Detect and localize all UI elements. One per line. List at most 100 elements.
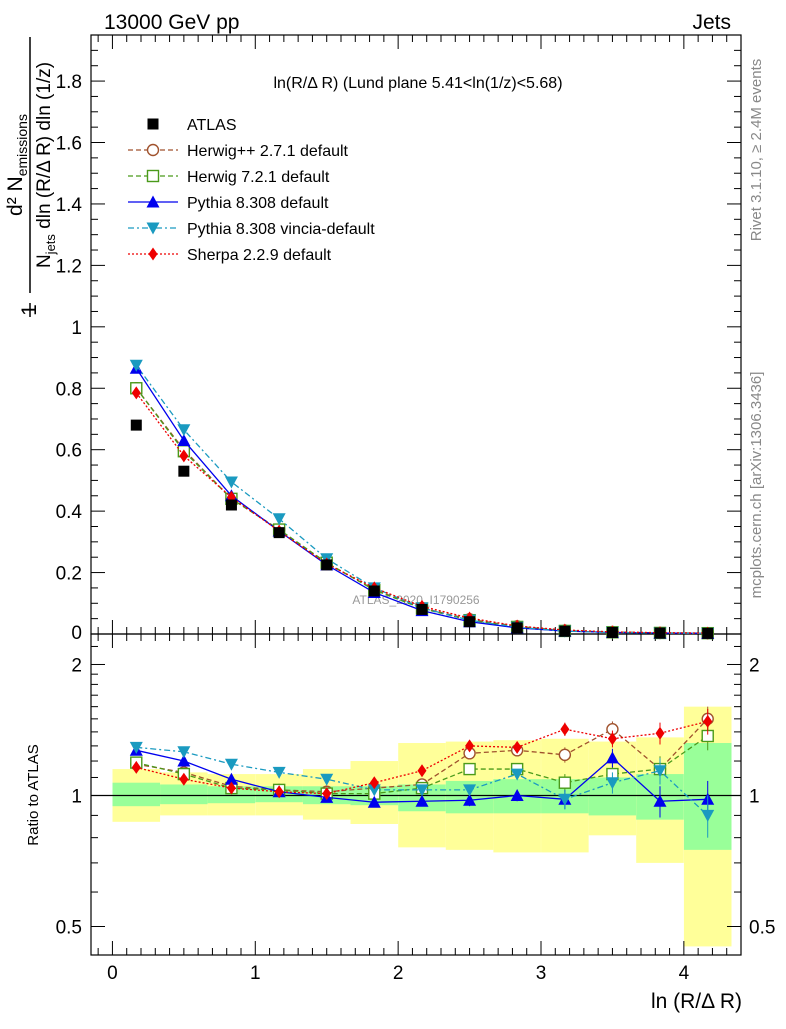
series-main-point bbox=[177, 433, 191, 446]
series-ratio-point bbox=[131, 760, 141, 774]
series-ratio-point bbox=[703, 714, 713, 728]
legend-label: Pythia 8.308 vincia-default bbox=[187, 221, 375, 238]
series-main-point bbox=[179, 449, 189, 463]
series-ratio-point bbox=[510, 788, 524, 801]
series-ratio-point bbox=[465, 739, 475, 753]
legend-marker bbox=[146, 195, 160, 208]
series-ratio-point bbox=[415, 794, 429, 807]
rivet-label: Rivet 3.1.10, ≥ 2.4M events bbox=[748, 59, 765, 242]
atlas-data-point bbox=[130, 419, 142, 431]
series-ratio-point bbox=[655, 726, 665, 740]
channel-label: Jets bbox=[692, 11, 731, 34]
atlas-data-point bbox=[321, 559, 333, 571]
legend-entry: Pythia 8.308 vincia-default bbox=[128, 221, 375, 238]
series-ratio-point bbox=[322, 787, 332, 801]
series-0 bbox=[130, 382, 714, 798]
x-tick-label: 4 bbox=[679, 963, 690, 984]
series-ratio-point bbox=[415, 784, 429, 797]
x-tick-label: 1 bbox=[250, 963, 261, 984]
series-ratio-point bbox=[367, 784, 381, 797]
series-atlas bbox=[130, 419, 714, 639]
series-ratio-point bbox=[558, 776, 572, 789]
atlas-data-point bbox=[606, 626, 618, 638]
main-y-tick-label-zero: 0 bbox=[71, 623, 82, 644]
legend-marker bbox=[148, 247, 158, 261]
x-tick-label: 0 bbox=[107, 963, 118, 984]
ratio-y-axis-label: Ratio to ATLAS bbox=[25, 744, 42, 845]
legend-label: Sherpa 2.2.9 default bbox=[187, 247, 332, 264]
series-ratio-point bbox=[369, 776, 379, 790]
ratio-y-tick-label: 0.5 bbox=[56, 917, 82, 938]
legend-label: Pythia 8.308 default bbox=[187, 195, 329, 212]
atlas-data-point bbox=[654, 627, 666, 639]
series-ratio-point bbox=[367, 795, 381, 808]
series-ratio-point bbox=[510, 768, 524, 781]
site-label: mcplots.cern.ch [arXiv:1306.3436] bbox=[748, 372, 765, 599]
ratio-y-tick-label-right: 1 bbox=[749, 786, 760, 807]
main-y-tick-label: 0.4 bbox=[56, 502, 83, 523]
legend-entry: Herwig++ 2.7.1 default bbox=[128, 143, 349, 160]
ratio-y-tick-label: 2 bbox=[71, 655, 82, 676]
series-ratio-point bbox=[272, 766, 286, 779]
x-axis-label: ln (R/Δ R) bbox=[651, 990, 742, 1013]
series-ratio-point bbox=[177, 746, 191, 759]
series-main-point bbox=[272, 513, 286, 526]
energy-label: 13000 GeV pp bbox=[104, 11, 239, 34]
legend-label: Herwig++ 2.7.1 default bbox=[187, 143, 349, 160]
main-y-tick-label: 1.2 bbox=[56, 256, 82, 277]
ratio-y-tick-label-right: 0.5 bbox=[749, 917, 775, 938]
series-main-point bbox=[177, 424, 191, 437]
series-ratio-point bbox=[607, 732, 617, 746]
series-ratio-point bbox=[605, 751, 619, 764]
main-y-tick-label: 1.4 bbox=[56, 195, 83, 216]
series-ratio-point bbox=[224, 772, 238, 785]
series-ratio-point bbox=[320, 773, 334, 786]
atlas-data-point bbox=[273, 527, 285, 539]
series-ratio-point bbox=[653, 794, 667, 807]
svg-text:Njets dln (R/Δ R) dln (1/z): Njets dln (R/Δ R) dln (1/z) bbox=[34, 62, 58, 268]
legend-entry: ATLAS bbox=[147, 117, 237, 134]
series-ratio-point bbox=[701, 809, 715, 822]
main-y-tick-label: 0.2 bbox=[56, 564, 82, 585]
atlas-data-point bbox=[178, 465, 190, 477]
ratio-y-tick-label: 1 bbox=[71, 786, 82, 807]
series-ratio-point bbox=[463, 762, 476, 776]
ratio-band-inner bbox=[160, 784, 208, 805]
series-ratio-point bbox=[463, 793, 477, 806]
ratio-y-tick-label-right: 2 bbox=[749, 655, 760, 676]
main-y-tick-label: 0.8 bbox=[56, 379, 82, 400]
plot-title: ln(R/Δ R) (Lund plane 5.41<ln(1/z)<5.68) bbox=[273, 75, 562, 92]
series-ratio-point bbox=[560, 722, 570, 736]
legend-marker bbox=[146, 143, 160, 157]
main-y-tick-label: 1.6 bbox=[56, 134, 82, 155]
main-y-tick-label: 0.6 bbox=[56, 441, 82, 462]
ratio-frame bbox=[90, 633, 742, 956]
legend-marker bbox=[147, 118, 159, 130]
atlas-data-point bbox=[416, 603, 428, 615]
main-y-tick-label: 1.8 bbox=[56, 72, 82, 93]
series-ratio-point bbox=[512, 740, 522, 754]
series-ratio-point bbox=[129, 741, 143, 754]
legend-marker bbox=[146, 169, 160, 183]
series-ratio-point bbox=[558, 793, 572, 806]
series-ratio-point bbox=[274, 785, 284, 799]
legend-entry: Pythia 8.308 default bbox=[128, 195, 329, 212]
series-main-point bbox=[224, 476, 238, 489]
main-y-tick-label: 1 bbox=[71, 318, 82, 339]
x-tick-label: 2 bbox=[393, 963, 404, 984]
legend-entry: Herwig 7.2.1 default bbox=[128, 169, 330, 186]
main-y-axis-label: d² Nemissions Njets dln (R/Δ R) dln (1/z… bbox=[4, 37, 58, 317]
atlas-data-point bbox=[368, 585, 380, 597]
atlas-data-point bbox=[464, 616, 476, 628]
series-main-point bbox=[131, 386, 141, 400]
series-main-point bbox=[129, 359, 143, 372]
svg-text:d² Nemissions: d² Nemissions bbox=[4, 114, 30, 216]
atlas-data-point bbox=[511, 622, 523, 634]
atlas-data-point bbox=[225, 499, 237, 511]
series-ratio-point bbox=[224, 758, 238, 771]
legend-label: ATLAS bbox=[187, 117, 237, 134]
series-ratio-point bbox=[417, 764, 427, 778]
legend-label: Herwig 7.2.1 default bbox=[187, 169, 330, 186]
series-ratio-point bbox=[605, 777, 619, 790]
